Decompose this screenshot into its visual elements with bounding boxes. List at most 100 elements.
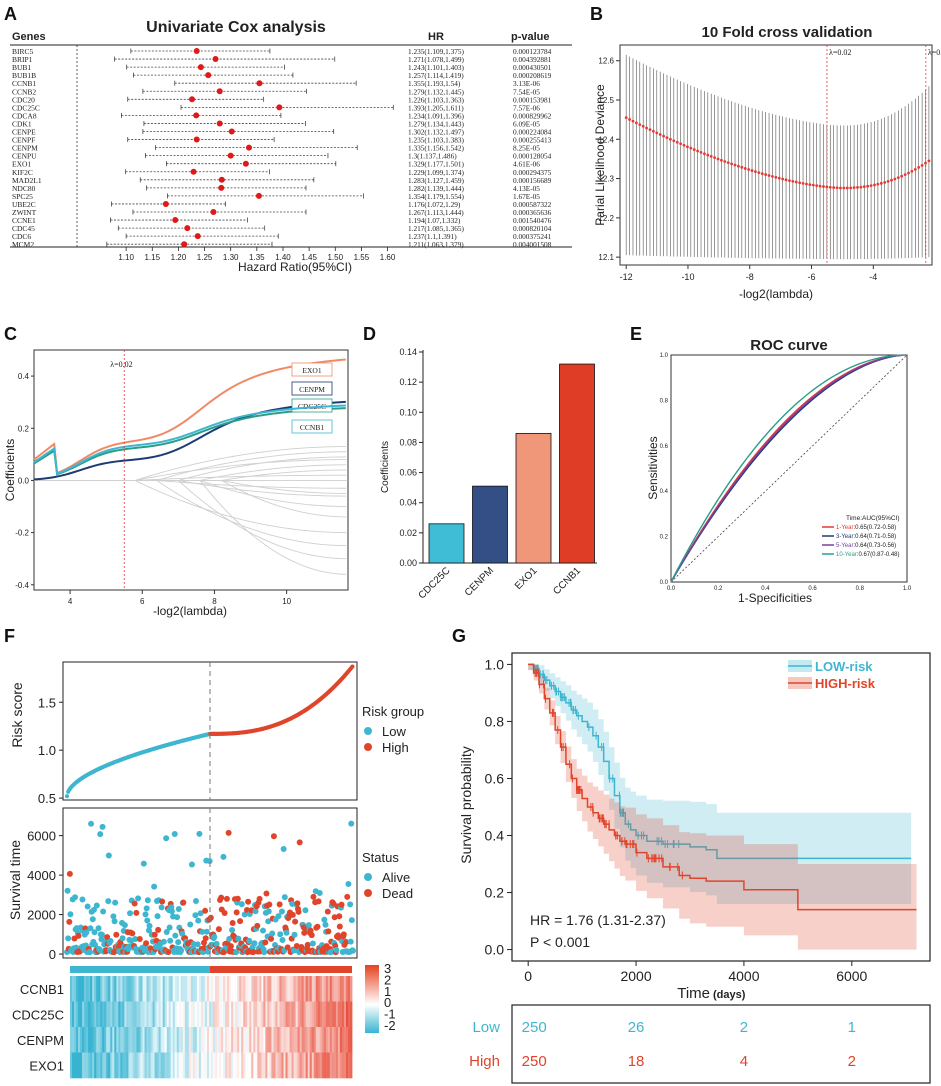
heatmap-cell (257, 976, 260, 1002)
forest-x-tick-label: 1.50 (327, 253, 343, 262)
cv-mean-point (873, 183, 876, 187)
heatmap-cell (253, 1027, 256, 1053)
heatmap-cell (213, 1052, 216, 1079)
heatmap-cell (271, 1001, 274, 1028)
lasso-lambda-label: λ=0.02 (110, 360, 132, 369)
heatmap-cell (208, 1001, 212, 1028)
heatmap-cell (343, 1052, 347, 1079)
forest-hr-point (216, 120, 223, 127)
bar-y-tick-label: 0.04 (399, 498, 417, 508)
heatmap-cell (106, 1001, 109, 1028)
cv-mean-point (631, 119, 635, 123)
forest-x-tick-label: 1.45 (301, 253, 317, 262)
heatmap-cell (144, 1027, 147, 1053)
survival-point (292, 918, 299, 925)
lasso-label-box (291, 419, 333, 434)
heatmap-cell (309, 976, 313, 1002)
survival-point (340, 931, 347, 938)
forest-p-value: 0.000208619 (513, 71, 552, 80)
heatmap-cell (164, 1001, 168, 1028)
cv-mean-point (805, 182, 808, 186)
roc-x-tick-label: 0.0 (667, 586, 676, 592)
heatmap-cell (305, 1001, 309, 1028)
lasso-y-label: Coefficients (3, 439, 17, 501)
heatmap-cell (148, 1052, 151, 1079)
heatmap-cell (160, 976, 164, 1002)
heatmap-cell (110, 1052, 113, 1079)
heatmap-cell (217, 1027, 220, 1053)
heatmap-cell (76, 976, 79, 1002)
cv-mean-point (730, 162, 734, 166)
heatmap-cell (295, 1052, 299, 1079)
forest-hr-point (193, 136, 200, 143)
heatmap-cell (221, 1027, 224, 1053)
heatmap-cell (235, 976, 238, 1002)
heatmap-gene-label: EXO1 (29, 1058, 64, 1073)
heatmap-cell (158, 1001, 162, 1028)
survival-point (175, 939, 182, 946)
survival-point (266, 901, 273, 908)
forest-p-value: 0.000224084 (513, 128, 552, 137)
km-y-label: Survival probability (458, 746, 474, 864)
bar-y-label: Coefficients (380, 441, 391, 493)
heatmap-cell (211, 1001, 214, 1028)
survival-point (260, 927, 267, 934)
survival-point (129, 930, 136, 937)
cv-mean-point (903, 173, 907, 177)
survival-point (90, 906, 97, 913)
heatmap-cell (281, 976, 284, 1002)
heatmap-cell (100, 1027, 103, 1053)
survival-point (180, 899, 187, 906)
forest-hr-point (276, 104, 283, 111)
cv-mean-point (662, 134, 665, 138)
survival-point (65, 935, 72, 942)
forest-hr-value: 1.267(1.113,1.444) (408, 208, 464, 217)
forest-hr-point (193, 48, 200, 54)
survival-point (75, 932, 82, 939)
heatmap-cell (217, 976, 220, 1002)
forest-hr-point (255, 192, 262, 199)
heatmap-cell (92, 1027, 95, 1053)
heatmap-cell (309, 1027, 313, 1053)
cv-mean-point (641, 124, 645, 128)
forest-hr-point (242, 160, 249, 167)
heatmap-cell (194, 976, 198, 1002)
bar-y-tick-label: 0.00 (399, 558, 417, 568)
heatmap-cell (239, 976, 242, 1002)
heatmap-cell (78, 976, 81, 1002)
forest-x-label: Hazard Ratio(95%CI) (238, 260, 352, 274)
heatmap-cell (349, 1027, 353, 1053)
heatmap-cell (277, 1001, 280, 1028)
km-panel: 0 2000 4000 6000 0.0 0.2 0.4 0.6 0.8 1.0 LOW-risk H… (458, 652, 931, 1084)
heatmap-cell (273, 1001, 276, 1028)
heatmap-cell (124, 976, 127, 1002)
heatmap-cell (331, 1001, 335, 1028)
heatmap-cell (279, 1027, 282, 1053)
risk-table-count: 250 (522, 1053, 547, 1070)
cv-mean-point (771, 175, 774, 178)
heatmap-cell (283, 1052, 286, 1079)
forest-p-value: 7.57E-06 (513, 103, 540, 112)
survival-point (143, 940, 150, 947)
heatmap-cell (239, 1027, 242, 1053)
lasso-x-tick-label: 8 (212, 597, 217, 606)
survival-point (265, 918, 272, 925)
survival-point (245, 898, 252, 905)
forest-p-value: 0.004392881 (513, 55, 552, 64)
heatmap-cell (245, 976, 248, 1002)
heatmap-cell (166, 1052, 170, 1079)
survival-point (296, 839, 303, 846)
forest-hr-value: 1.194(1.07,1.332) (408, 216, 461, 225)
forest-gene-label: KIF2C (12, 168, 33, 177)
panel-label-b: B (590, 4, 603, 24)
heatmap-cell (84, 1001, 87, 1028)
cv-x-tick-label: -6 (808, 272, 816, 282)
cv-mean-point (866, 184, 870, 188)
lasso-y-tick-label: -0.4 (15, 581, 29, 590)
heatmap-cell (192, 1027, 196, 1053)
cv-y-tick-label: 12.1 (598, 253, 614, 262)
heatmap-cell (172, 1027, 176, 1053)
survival-point (84, 903, 91, 910)
heatmap-cell (263, 976, 266, 1002)
heatmap-cell (114, 976, 117, 1002)
